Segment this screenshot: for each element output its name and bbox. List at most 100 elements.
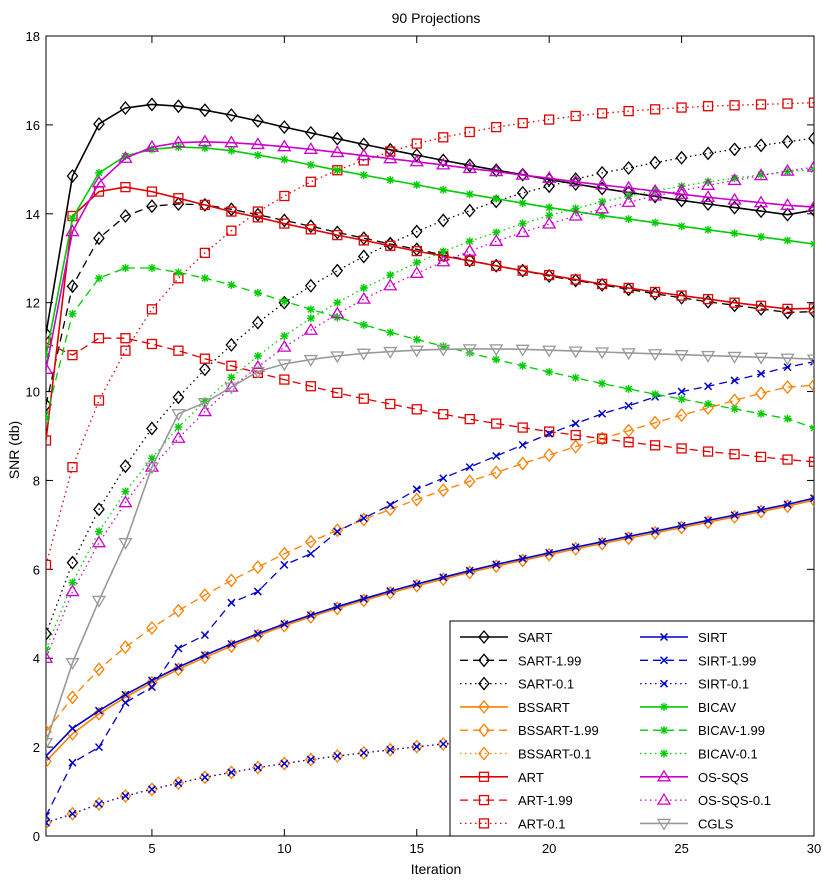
data-point <box>146 338 158 350</box>
data-point <box>542 170 557 183</box>
data-point <box>649 440 661 451</box>
series-line <box>46 337 814 463</box>
data-point <box>544 114 555 125</box>
data-point <box>436 254 451 267</box>
data-point <box>675 150 688 165</box>
data-point <box>280 619 289 629</box>
data-point <box>383 346 398 359</box>
data-point <box>200 773 209 782</box>
legend-item: BICAV-0.1 <box>640 747 758 762</box>
data-point <box>808 131 814 146</box>
data-point <box>226 360 237 371</box>
data-point <box>119 788 132 804</box>
data-point <box>515 225 530 238</box>
series-line <box>46 267 814 429</box>
data-point <box>356 148 371 161</box>
data-point <box>94 743 103 752</box>
data-point <box>806 199 814 212</box>
data-point <box>515 344 530 357</box>
data-point <box>702 101 714 112</box>
data-point <box>651 390 660 399</box>
data-point <box>250 366 266 379</box>
series-line <box>46 203 814 406</box>
data-point <box>649 415 661 430</box>
data-point <box>439 247 448 256</box>
data-point <box>306 314 315 323</box>
data-point <box>119 640 132 655</box>
data-point <box>331 748 344 764</box>
data-point <box>147 145 156 154</box>
data-point <box>119 100 132 116</box>
data-point <box>250 137 266 150</box>
series-bicav-1-99 <box>46 264 814 432</box>
data-point <box>67 349 78 361</box>
data-point <box>119 208 132 224</box>
legend-label: BSSART-1.99 <box>518 723 599 738</box>
data-point <box>782 454 793 465</box>
legend-item: SIRT <box>640 630 727 645</box>
data-point <box>489 344 504 357</box>
data-point <box>121 698 130 707</box>
data-point <box>515 167 530 180</box>
legend-item: SIRT-0.1 <box>640 677 749 692</box>
legend-label: SIRT <box>698 630 727 645</box>
data-point <box>478 771 490 782</box>
data-point <box>383 151 398 164</box>
data-point <box>437 213 450 228</box>
data-point <box>622 160 635 176</box>
legend-label: CGLS <box>698 816 734 831</box>
data-point <box>94 799 103 809</box>
data-point <box>306 611 315 620</box>
legend-label: ART-1.99 <box>518 793 573 808</box>
x-tick-label: 15 <box>410 841 424 856</box>
data-point <box>253 629 262 638</box>
data-point <box>674 183 689 196</box>
data-point <box>491 418 502 429</box>
data-point <box>570 429 581 441</box>
data-point <box>729 297 740 308</box>
data-point <box>651 527 660 536</box>
data-point <box>46 724 52 739</box>
data-point <box>518 554 527 563</box>
data-point <box>704 177 713 186</box>
data-point <box>808 456 814 467</box>
data-point <box>463 253 476 268</box>
data-point <box>332 229 343 241</box>
data-point <box>624 384 633 393</box>
data-point <box>810 240 814 248</box>
data-point <box>518 219 527 228</box>
data-point <box>677 521 686 530</box>
data-point <box>412 579 421 589</box>
data-point <box>144 139 160 152</box>
data-point <box>172 196 185 212</box>
legend-item: ART-0.1 <box>460 816 565 831</box>
data-point <box>174 423 183 432</box>
series-sirt-1-99 <box>46 357 814 821</box>
data-point <box>755 300 767 311</box>
data-point <box>516 185 529 200</box>
data-point <box>94 168 103 177</box>
data-point <box>544 426 555 437</box>
data-point <box>172 776 185 791</box>
y-tick-label: 18 <box>26 29 40 44</box>
data-point <box>46 811 51 821</box>
data-point <box>412 180 421 189</box>
data-point <box>545 368 554 376</box>
y-tick-label: 0 <box>33 829 40 844</box>
series-line <box>46 348 814 743</box>
data-point <box>492 355 501 364</box>
series-line <box>46 140 814 370</box>
data-point <box>491 260 502 271</box>
data-point <box>121 791 130 801</box>
data-point <box>65 658 80 670</box>
data-point <box>385 398 396 410</box>
data-point <box>568 346 583 359</box>
data-point <box>806 354 814 367</box>
data-point <box>490 258 503 273</box>
legend-item: SIRT-1.99 <box>640 653 756 668</box>
data-point <box>68 214 77 223</box>
series-line <box>46 102 814 566</box>
data-point <box>146 421 158 436</box>
data-point <box>594 177 610 190</box>
data-point <box>439 185 448 194</box>
